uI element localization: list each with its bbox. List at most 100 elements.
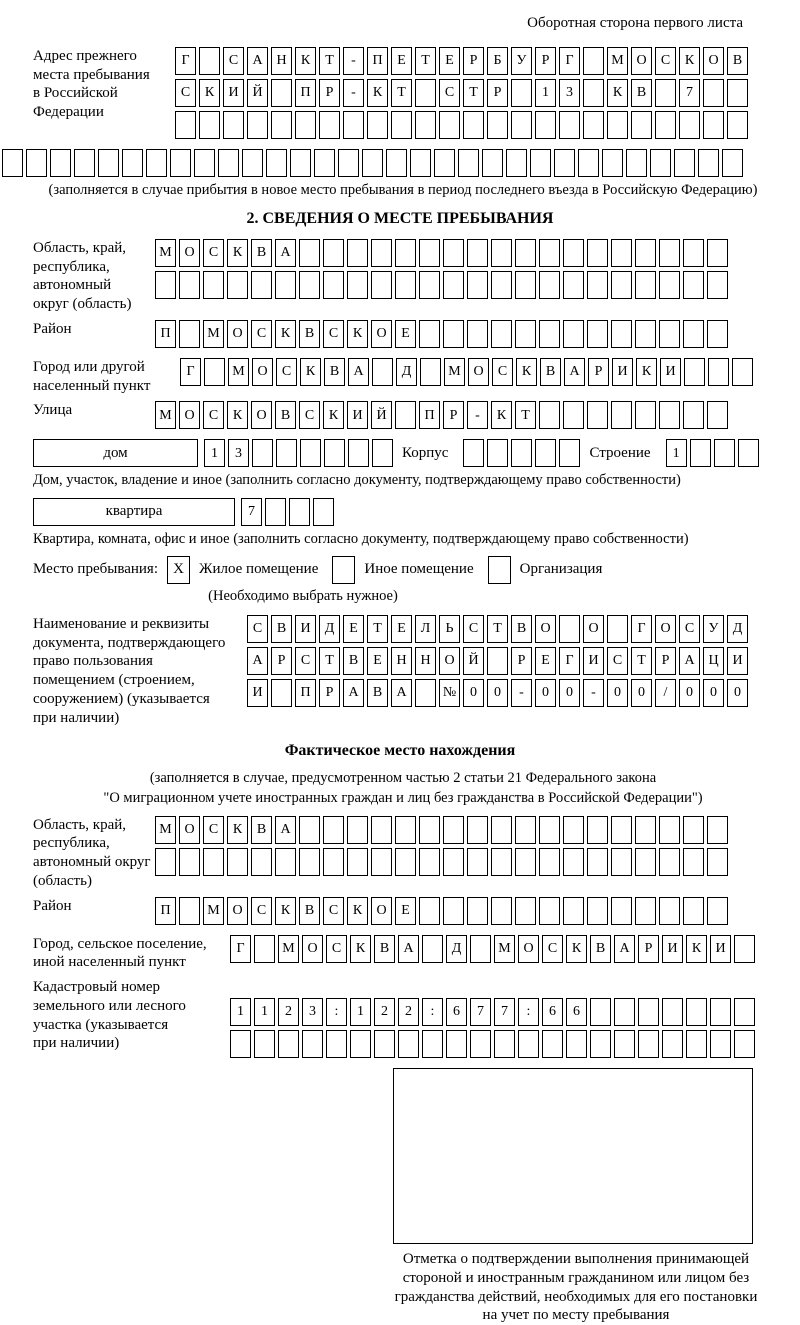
char-cell[interactable] — [563, 896, 584, 925]
char-cell[interactable] — [611, 847, 632, 876]
char-cell[interactable] — [463, 439, 485, 468]
char-cell[interactable] — [386, 148, 407, 177]
char-cell[interactable]: М — [607, 46, 628, 75]
char-cell[interactable] — [635, 896, 656, 925]
char-cell[interactable]: И — [347, 401, 368, 430]
char-cell[interactable]: О — [371, 896, 392, 925]
char-cell[interactable] — [289, 497, 310, 526]
char-cell[interactable]: В — [590, 934, 611, 963]
char-cell[interactable]: С — [607, 646, 628, 675]
char-cell[interactable] — [727, 78, 748, 107]
checkbox-organization[interactable] — [487, 555, 511, 584]
char-cell[interactable] — [467, 319, 488, 348]
char-cell[interactable]: С — [323, 896, 344, 925]
char-cell[interactable]: П — [295, 78, 316, 107]
char-cell[interactable] — [415, 678, 436, 707]
char-cell[interactable] — [275, 847, 296, 876]
char-cell[interactable]: О — [535, 614, 556, 643]
char-cell[interactable]: 0 — [559, 678, 580, 707]
char-cell[interactable]: И — [247, 678, 268, 707]
char-cell[interactable] — [491, 896, 512, 925]
char-cell[interactable]: Н — [415, 646, 436, 675]
char-cell[interactable] — [323, 815, 344, 844]
char-cell[interactable] — [199, 110, 220, 139]
char-cell[interactable]: С — [463, 614, 484, 643]
char-cell[interactable] — [347, 847, 368, 876]
char-cell[interactable] — [122, 148, 143, 177]
char-cell[interactable]: О — [631, 46, 652, 75]
char-cell[interactable]: В — [251, 238, 272, 267]
char-cell[interactable] — [734, 998, 755, 1026]
char-cell[interactable]: Т — [463, 78, 484, 107]
char-cell[interactable]: Р — [588, 357, 609, 386]
char-cell[interactable]: М — [203, 896, 224, 925]
char-cell[interactable] — [563, 815, 584, 844]
char-cell[interactable]: И — [710, 934, 731, 963]
char-cell[interactable]: К — [323, 401, 344, 430]
char-cell[interactable] — [278, 1030, 299, 1058]
char-cell[interactable] — [587, 896, 608, 925]
char-cell[interactable] — [374, 1030, 395, 1058]
char-cell[interactable]: С — [247, 614, 268, 643]
char-cell[interactable] — [662, 998, 683, 1026]
char-cell[interactable] — [635, 401, 656, 430]
char-cell[interactable] — [199, 46, 220, 75]
char-cell[interactable] — [179, 270, 200, 299]
char-cell[interactable]: К — [516, 357, 537, 386]
char-cell[interactable]: А — [247, 46, 268, 75]
char-cell[interactable] — [659, 847, 680, 876]
char-cell[interactable]: А — [275, 238, 296, 267]
char-cell[interactable] — [515, 847, 536, 876]
char-cell[interactable] — [559, 110, 580, 139]
char-cell[interactable] — [635, 847, 656, 876]
char-cell[interactable] — [583, 110, 604, 139]
char-cell[interactable] — [371, 238, 392, 267]
char-cell[interactable] — [372, 439, 393, 468]
char-cell[interactable]: 1 — [204, 439, 225, 468]
char-cell[interactable]: 1 — [254, 998, 275, 1026]
char-cell[interactable] — [683, 238, 704, 267]
char-cell[interactable]: И — [660, 357, 681, 386]
char-cell[interactable]: 1 — [230, 998, 251, 1026]
char-cell[interactable] — [686, 998, 707, 1026]
checkbox-other-premises[interactable] — [332, 555, 356, 584]
char-cell[interactable] — [530, 148, 551, 177]
char-cell[interactable] — [710, 1030, 731, 1058]
char-cell[interactable] — [443, 238, 464, 267]
char-cell[interactable] — [707, 319, 728, 348]
char-cell[interactable] — [614, 998, 635, 1026]
char-cell[interactable] — [539, 896, 560, 925]
char-cell[interactable]: Т — [415, 46, 436, 75]
char-cell[interactable] — [313, 497, 334, 526]
char-cell[interactable]: И — [295, 614, 316, 643]
char-cell[interactable] — [343, 110, 364, 139]
char-cell[interactable] — [467, 815, 488, 844]
char-cell[interactable] — [683, 319, 704, 348]
char-cell[interactable] — [467, 896, 488, 925]
char-cell[interactable] — [707, 896, 728, 925]
char-cell[interactable] — [347, 270, 368, 299]
char-cell[interactable] — [515, 270, 536, 299]
char-cell[interactable]: М — [155, 401, 176, 430]
char-cell[interactable]: М — [444, 357, 465, 386]
char-cell[interactable] — [491, 847, 512, 876]
char-cell[interactable] — [295, 110, 316, 139]
char-cell[interactable] — [487, 439, 509, 468]
char-cell[interactable]: Р — [487, 78, 508, 107]
char-cell[interactable] — [587, 401, 608, 430]
char-cell[interactable]: С — [542, 934, 563, 963]
char-cell[interactable] — [539, 847, 560, 876]
char-cell[interactable] — [266, 148, 287, 177]
char-cell[interactable]: В — [271, 614, 292, 643]
char-cell[interactable]: К — [300, 357, 321, 386]
char-cell[interactable] — [227, 270, 248, 299]
char-cell[interactable] — [583, 78, 604, 107]
char-cell[interactable]: 1 — [535, 78, 556, 107]
char-cell[interactable] — [227, 847, 248, 876]
char-cell[interactable]: 7 — [241, 497, 262, 526]
char-cell[interactable] — [515, 238, 536, 267]
char-cell[interactable] — [563, 270, 584, 299]
char-cell[interactable]: К — [367, 78, 388, 107]
char-cell[interactable]: А — [679, 646, 700, 675]
char-cell[interactable]: Т — [487, 614, 508, 643]
